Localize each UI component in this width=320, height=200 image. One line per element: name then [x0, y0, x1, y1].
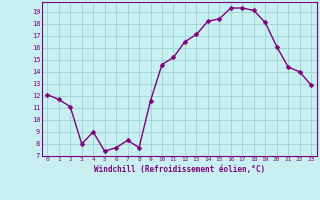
X-axis label: Windchill (Refroidissement éolien,°C): Windchill (Refroidissement éolien,°C): [94, 165, 265, 174]
